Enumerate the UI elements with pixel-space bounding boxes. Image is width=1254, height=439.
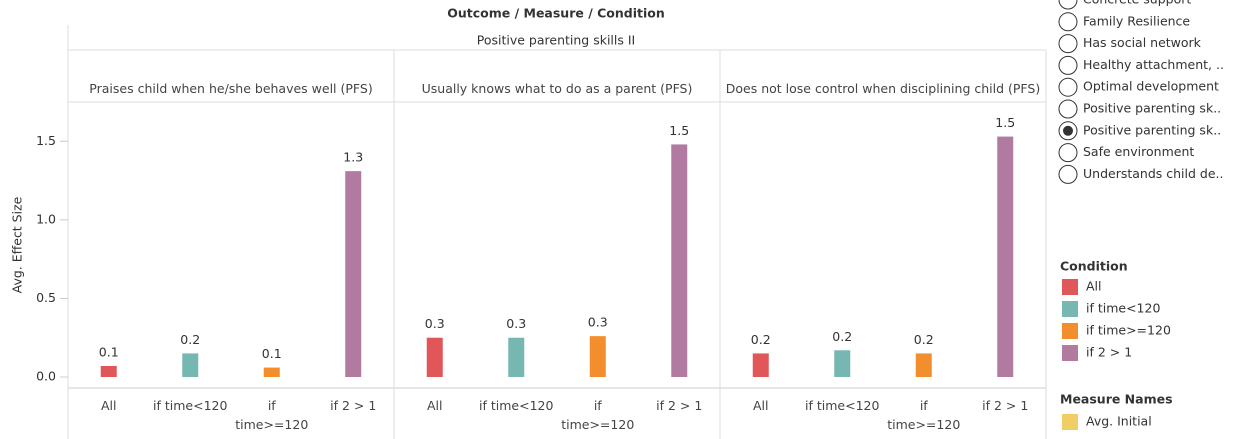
x-tick-label: All xyxy=(753,398,769,413)
x-tick-label: if time>=120 xyxy=(887,398,961,432)
filter-option: Has social network xyxy=(1083,35,1202,50)
filter-option: Safe environment xyxy=(1083,144,1194,159)
x-tick-label: All xyxy=(427,398,443,413)
data-label: 1.5 xyxy=(995,115,1015,130)
data-label: 1.5 xyxy=(669,123,689,138)
filter-option: Optimal development xyxy=(1083,79,1219,94)
bar xyxy=(100,366,117,377)
bar xyxy=(915,353,932,377)
radio-button xyxy=(1058,77,1078,97)
bar xyxy=(263,367,280,377)
data-label: 0.2 xyxy=(180,332,200,347)
y-tick-label: 0.5 xyxy=(36,290,56,305)
x-tick-label: if time>=120 xyxy=(235,398,309,432)
legend-label: All xyxy=(1086,279,1102,294)
bar xyxy=(834,350,851,377)
filter-option: Positive parenting sk.. xyxy=(1083,101,1221,116)
panel-title: Does not lose control when disciplining … xyxy=(725,81,1041,96)
bar xyxy=(426,337,443,377)
x-tick-label: if time<120 xyxy=(805,398,880,413)
radio-button xyxy=(1058,55,1078,75)
legend-label: if 2 > 1 xyxy=(1086,345,1132,360)
chart-subtitle: Positive parenting skills II xyxy=(477,33,635,48)
legend-swatch xyxy=(1062,301,1078,317)
panel-title: Usually knows what to do as a parent (PF… xyxy=(421,81,693,96)
chart-title: Outcome / Measure / Condition xyxy=(447,6,665,21)
filter-option: Family Resilience xyxy=(1083,13,1190,28)
legend-swatch xyxy=(1062,414,1078,430)
y-axis-label: Avg. Effect Size xyxy=(10,196,25,293)
x-tick-label: if 2 > 1 xyxy=(656,398,703,413)
panel-title: Praises child when he/she behaves well (… xyxy=(89,81,373,96)
x-tick-label: if time<120 xyxy=(153,398,228,413)
bar xyxy=(508,337,525,377)
filter-option: Understands child de.. xyxy=(1083,166,1223,181)
data-label: 0.2 xyxy=(914,332,934,347)
radio-button xyxy=(1058,34,1078,54)
bar xyxy=(997,136,1014,377)
y-tick-label: 1.5 xyxy=(36,133,56,148)
bar xyxy=(671,144,688,377)
radio-button xyxy=(1058,143,1078,163)
x-tick-label: All xyxy=(101,398,117,413)
data-label: 0.2 xyxy=(751,332,771,347)
legend-swatch xyxy=(1062,345,1078,361)
data-label: 1.3 xyxy=(343,150,363,165)
radio-button xyxy=(1058,99,1078,119)
legend-label: Avg. Initial xyxy=(1086,414,1152,429)
radio-button xyxy=(1058,164,1078,184)
y-tick-label: 0.0 xyxy=(36,369,56,384)
data-label: 0.2 xyxy=(832,329,852,344)
bar xyxy=(589,336,606,377)
legend-label: if time<120 xyxy=(1086,301,1160,316)
radio-button xyxy=(1058,0,1078,10)
radio-button xyxy=(1058,12,1078,32)
data-label: 0.1 xyxy=(99,345,119,360)
x-tick-label: if time>=120 xyxy=(561,398,635,432)
data-label: 0.1 xyxy=(262,346,282,361)
filter-option: Positive parenting sk.. xyxy=(1083,122,1221,137)
legend-label: if time>=120 xyxy=(1086,323,1171,338)
y-tick-label: 1.0 xyxy=(36,211,56,226)
filter-option: Concrete support xyxy=(1083,0,1191,7)
data-label: 0.3 xyxy=(506,316,526,331)
bar xyxy=(182,353,199,377)
legend-title: Condition xyxy=(1060,259,1128,274)
radio-dot xyxy=(1063,125,1073,136)
filter-option: Healthy attachment, .. xyxy=(1083,57,1224,72)
legend-swatch xyxy=(1062,279,1078,295)
data-label: 0.3 xyxy=(425,316,445,331)
x-tick-label: if 2 > 1 xyxy=(982,398,1029,413)
bar xyxy=(345,171,362,377)
x-tick-label: if 2 > 1 xyxy=(330,398,377,413)
data-label: 0.3 xyxy=(588,315,608,330)
legend-title: Measure Names xyxy=(1060,392,1173,407)
legend-swatch xyxy=(1062,323,1078,339)
x-tick-label: if time<120 xyxy=(479,398,554,413)
bar xyxy=(752,353,769,377)
